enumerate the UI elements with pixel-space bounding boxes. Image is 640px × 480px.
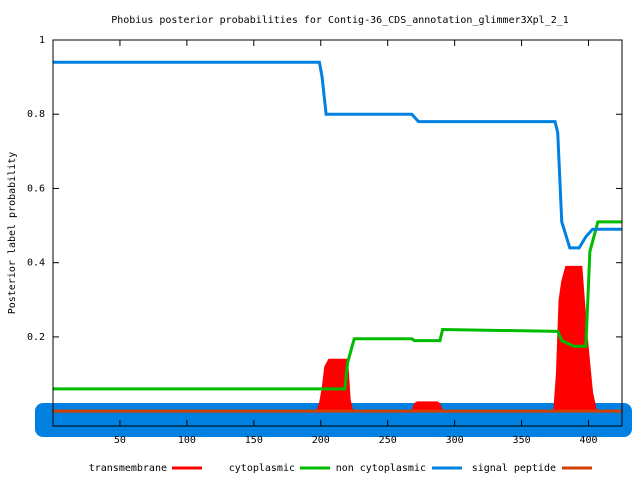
y-tick-label: 0.8 xyxy=(27,109,45,120)
y-axis-label: Posterior label probability xyxy=(7,152,18,315)
y-tick-label: 0.4 xyxy=(27,258,45,269)
x-tick-label: 400 xyxy=(579,435,597,446)
legend-label: cytoplasmic xyxy=(229,463,295,474)
y-tick-label: 1 xyxy=(39,35,45,46)
legend-label: non cytoplasmic xyxy=(336,463,426,474)
y-tick-label: 0.6 xyxy=(27,183,45,194)
y-tick-label: 0.2 xyxy=(27,332,45,343)
legend-label: transmembrane xyxy=(89,463,167,474)
x-tick-label: 350 xyxy=(513,435,531,446)
x-tick-label: 200 xyxy=(312,435,330,446)
line xyxy=(53,220,622,391)
chart-title: Phobius posterior probabilities for Cont… xyxy=(111,15,569,26)
x-tick-label: 150 xyxy=(245,435,263,446)
x-tick-label: 300 xyxy=(446,435,464,446)
x-tick-label: 50 xyxy=(114,435,126,446)
line xyxy=(53,60,622,250)
x-tick-label: 250 xyxy=(379,435,397,446)
plot-frame xyxy=(52,39,623,427)
legend-label: signal peptide xyxy=(472,463,556,474)
plot-area xyxy=(53,60,622,413)
x-tick-label: 100 xyxy=(178,435,196,446)
